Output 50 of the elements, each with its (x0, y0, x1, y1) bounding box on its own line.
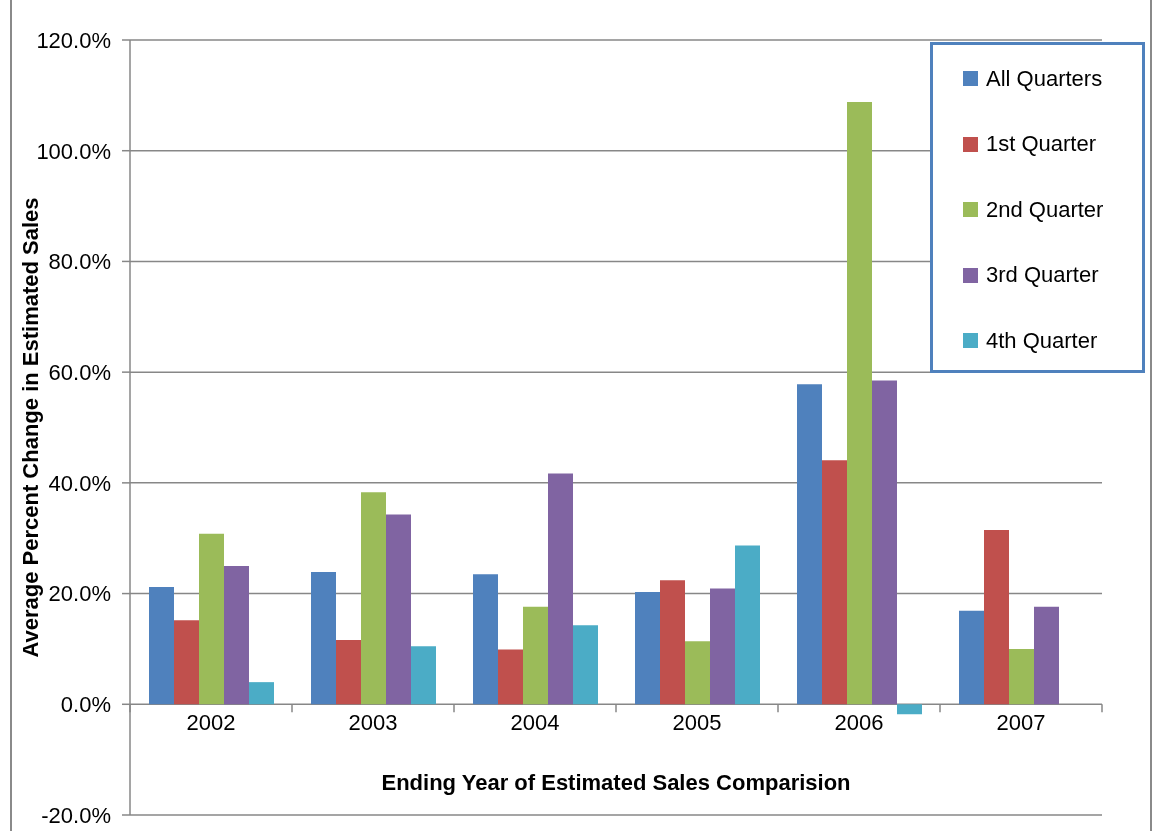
bar (224, 565, 249, 705)
bar (498, 649, 523, 705)
bar (797, 384, 822, 705)
bar (959, 610, 984, 705)
bar (635, 591, 660, 705)
legend-label: 1st Quarter (986, 131, 1097, 158)
y-tick-label: 100.0% (36, 138, 111, 164)
x-tick-label: 2004 (510, 710, 560, 736)
y-tick-label: -20.0% (41, 802, 111, 828)
bar (897, 704, 922, 715)
x-axis-title: Ending Year of Estimated Sales Comparision (381, 770, 851, 796)
bar (710, 588, 735, 705)
x-tick-label: 2006 (834, 710, 884, 736)
bar (847, 102, 872, 705)
y-tick-label: 40.0% (48, 470, 111, 496)
bar (473, 574, 498, 705)
bar (523, 606, 548, 705)
legend-label: All Quarters (986, 65, 1103, 92)
bar (249, 682, 274, 705)
legend-label: 4th Quarter (986, 327, 1098, 354)
bar (386, 514, 411, 705)
bar (199, 533, 224, 705)
bar (149, 586, 174, 705)
bar (411, 646, 436, 705)
bar (336, 640, 361, 705)
x-tick-label: 2003 (348, 710, 398, 736)
x-tick-label: 2007 (996, 710, 1046, 736)
bar (548, 473, 573, 705)
x-tick-label: 2002 (186, 710, 236, 736)
y-axis-title: Average Percent Change in Estimated Sales (17, 197, 43, 658)
bar (872, 380, 897, 705)
bar (1034, 606, 1059, 705)
bar (573, 625, 598, 705)
bar (984, 529, 1009, 705)
bar (311, 571, 336, 705)
bar (735, 545, 760, 705)
bar (660, 580, 685, 705)
legend-label: 3rd Quarter (986, 262, 1099, 289)
y-tick-label: 0.0% (60, 692, 111, 718)
y-tick-label: 80.0% (48, 249, 111, 275)
x-tick-label: 2005 (672, 710, 722, 736)
y-tick-label: 20.0% (48, 581, 111, 607)
bar (1009, 648, 1034, 705)
bar (685, 641, 710, 705)
legend-label: 2nd Quarter (986, 196, 1104, 223)
y-tick-label: 120.0% (36, 27, 111, 53)
bar (174, 620, 199, 705)
bar (361, 492, 386, 705)
bar (822, 460, 847, 705)
y-tick-label: 60.0% (48, 359, 111, 385)
